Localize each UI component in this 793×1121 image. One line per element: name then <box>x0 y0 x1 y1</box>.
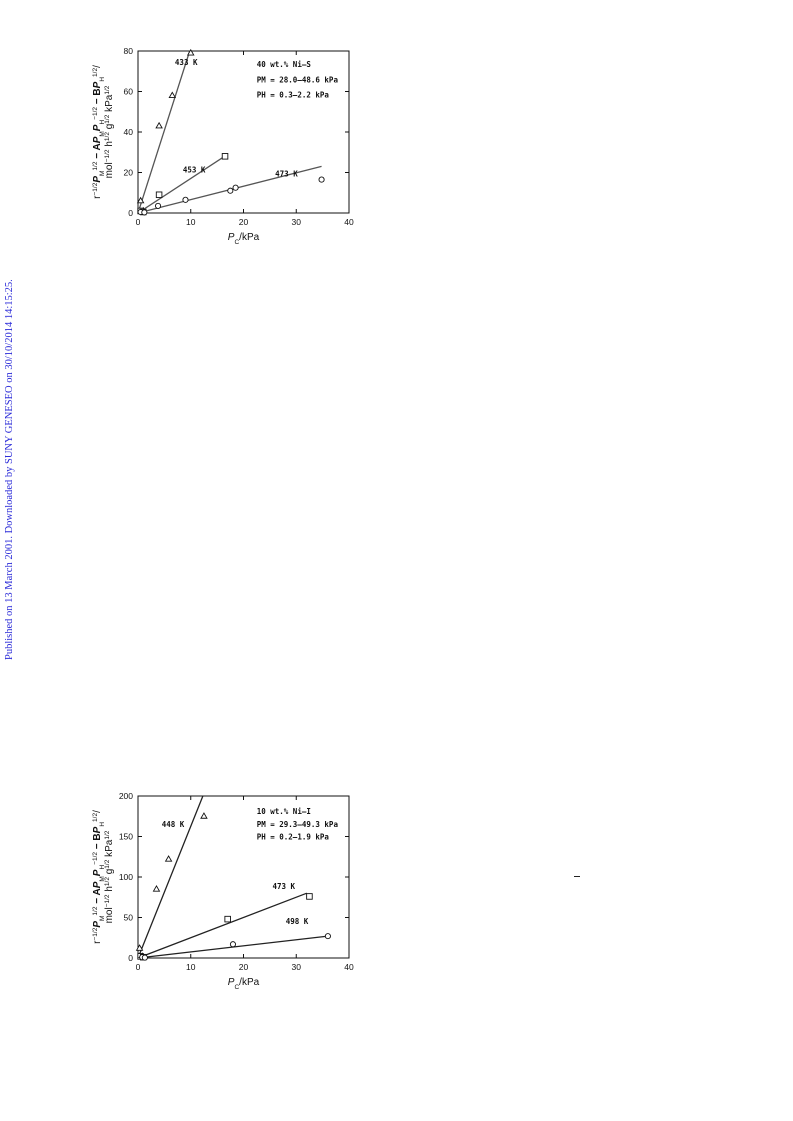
y-tick-label: 40 <box>124 127 134 137</box>
series-498k: 498 K <box>138 917 331 961</box>
y-tick-label: 20 <box>124 168 134 178</box>
data-point-circle <box>318 176 325 183</box>
chart-ni-s: 0 10 20 30 40 0 20 40 60 80 PC/kPaPC/kPa r−1/2PM1/2… <box>92 46 354 246</box>
fit-line <box>138 153 229 213</box>
y-tick-label: 150 <box>119 832 133 842</box>
y-tick-label: 80 <box>124 46 134 56</box>
chart-ni-i: 0 10 20 30 40 0 50 100 150 200 PC/kPaPC/kPa r−1/2PM… <box>92 791 354 991</box>
x-tick-label: 40 <box>344 217 354 227</box>
y-axis-title-line1: r−1/2PM1/2 − APMPH−1/2 − BPH1/2/r−1/2PM1… <box>92 65 106 199</box>
data-point-circle <box>154 202 162 209</box>
data-point-circle <box>227 187 234 194</box>
data-point-triangle <box>164 855 173 862</box>
y-tick-label: 200 <box>119 791 133 801</box>
y-tick-label: 60 <box>124 87 134 97</box>
series-label: 473 K <box>273 882 296 891</box>
annotation-line: 40 wt.% Ni–S <box>257 60 312 69</box>
series-label: 473 K <box>275 170 298 179</box>
annotation-line: PM = 29.3–49.3 kPa <box>257 820 339 829</box>
stray-dash-mark <box>574 876 580 877</box>
data-point-triangle <box>135 944 144 951</box>
series-label: 453 K <box>183 166 206 175</box>
y-axis-title-line2: mol−1/2 h1/2 g1/2 kPa1/2r−1/2PM1/2 − APM… <box>104 85 116 178</box>
x-tick-label: 40 <box>344 962 354 972</box>
data-point-square <box>224 915 231 923</box>
y-tick-label: 100 <box>119 872 133 882</box>
y-tick-label: 50 <box>124 913 134 923</box>
series-473k: 473 K <box>137 165 325 216</box>
x-tick-label: 20 <box>239 962 249 972</box>
data-point-triangle <box>200 812 208 819</box>
data-point-circle <box>229 941 236 948</box>
data-point-square <box>155 191 163 199</box>
annotation-line: 10 wt.% Ni–I <box>257 807 311 816</box>
x-tick-label: 0 <box>136 217 141 227</box>
y-tick-label: 0 <box>128 953 133 963</box>
series-453k: 453 K <box>137 153 229 216</box>
y-axis-title-line2: mol−1/2 h1/2 g1/2 kPa1/2r−1/2PM1/2 − APM… <box>104 830 116 923</box>
x-tick-label: 10 <box>186 962 196 972</box>
data-point-triangle <box>186 48 195 56</box>
y-tick-label: 0 <box>128 208 133 218</box>
data-point-circle <box>324 933 331 940</box>
x-tick-label: 20 <box>239 217 249 227</box>
data-point-square <box>306 893 313 900</box>
data-point-triangle <box>155 121 163 129</box>
series-433k: 433 K <box>136 48 198 214</box>
x-tick-label: 10 <box>186 217 196 227</box>
annotation-line: PH = 0.3–2.2 kPa <box>257 91 330 100</box>
data-point-triangle <box>152 885 161 892</box>
x-tick-label: 30 <box>292 217 302 227</box>
fit-line <box>138 51 191 213</box>
fit-line <box>138 796 204 958</box>
data-point-circle <box>141 209 148 216</box>
x-axis-title: PC/kPaPC/kPa <box>228 232 260 246</box>
data-point-circle <box>182 196 189 203</box>
series-label: 433 K <box>175 58 198 67</box>
series-label: 498 K <box>286 917 309 926</box>
x-axis-title: PC/kPaPC/kPa <box>228 977 260 991</box>
data-point-triangle <box>136 196 145 204</box>
series-448k: 448 K <box>135 796 208 959</box>
x-tick-label: 0 <box>136 962 141 972</box>
series-label: 448 K <box>162 820 185 829</box>
x-tick-label: 30 <box>292 962 302 972</box>
data-point-triangle <box>168 91 177 98</box>
fit-line <box>138 892 308 958</box>
data-point-circle <box>141 954 148 961</box>
data-point-square <box>221 153 229 160</box>
data-point-circle <box>232 184 239 191</box>
annotation-line: PM = 28.0–48.6 kPa <box>257 75 339 84</box>
annotation-line: PH = 0.2–1.9 kPa <box>257 833 330 842</box>
download-watermark: Published on 13 March 2001. Downloaded b… <box>4 279 15 660</box>
y-axis-title-line1: r−1/2PM1/2 − APMPH−1/2 − BPH1/2/r−1/2PM1… <box>92 810 106 944</box>
